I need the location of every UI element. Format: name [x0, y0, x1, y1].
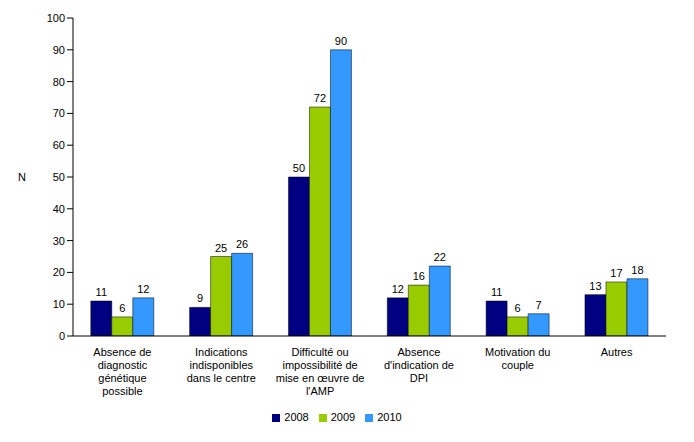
svg-text:90: 90	[335, 35, 347, 47]
svg-text:10: 10	[53, 298, 65, 310]
svg-text:12: 12	[392, 283, 404, 295]
html-text:2010: 2010	[377, 411, 402, 423]
svg-text:50: 50	[293, 162, 305, 174]
svg-text:72: 72	[314, 92, 326, 104]
svg-text:25: 25	[215, 242, 227, 254]
html-text:2008: 2008	[284, 411, 309, 423]
svg-text:30: 30	[53, 235, 65, 247]
svg-text:70: 70	[53, 107, 65, 119]
html-text:2009: 2009	[330, 411, 356, 423]
svg-text:7: 7	[536, 299, 542, 311]
svg-text:12: 12	[137, 283, 149, 295]
svg-text:18: 18	[631, 264, 643, 276]
svg-text:13: 13	[589, 280, 601, 292]
svg-text:6: 6	[515, 302, 521, 314]
svg-text:N: N	[18, 171, 26, 183]
svg-text:0: 0	[59, 330, 65, 342]
svg-text:40: 40	[53, 203, 65, 215]
svg-text:80: 80	[53, 76, 65, 88]
svg-text:Autres: Autres	[601, 346, 633, 358]
svg-text:9: 9	[197, 292, 203, 304]
svg-text:90: 90	[53, 44, 65, 56]
svg-text:Absence dediagnosticgénétiquep: Absence dediagnosticgénétiquepossible	[93, 346, 151, 397]
svg-text:Absenced'indication deDPI: Absenced'indication deDPI	[384, 346, 454, 384]
svg-text:16: 16	[413, 270, 425, 282]
svg-text:Difficulté ouimpossibilité dem: Difficulté ouimpossibilité demise en œuv…	[276, 346, 365, 397]
svg-text:11: 11	[96, 286, 107, 298]
svg-text:100: 100	[47, 12, 65, 24]
svg-text:Motivation ducouple: Motivation ducouple	[485, 346, 550, 371]
svg-text:22: 22	[434, 251, 446, 263]
svg-text:17: 17	[610, 267, 622, 279]
svg-text:Indicationsindisponiblesdans l: Indicationsindisponiblesdans le centre	[187, 346, 256, 384]
svg-text:20: 20	[53, 266, 65, 278]
svg-text:26: 26	[236, 238, 248, 250]
svg-text:50: 50	[53, 171, 65, 183]
svg-text:60: 60	[53, 139, 65, 151]
svg-text:11: 11	[491, 286, 502, 298]
svg-text:6: 6	[119, 302, 125, 314]
